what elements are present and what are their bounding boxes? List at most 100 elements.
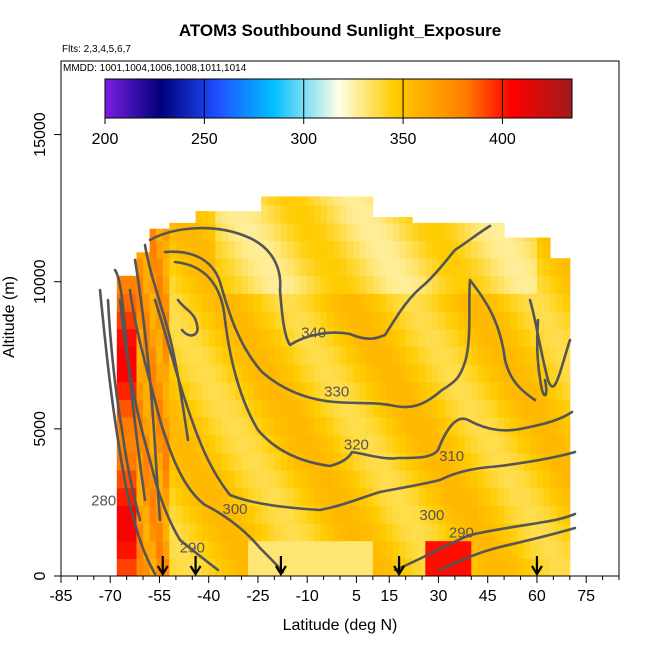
heatmap-cell [530,470,538,489]
heatmap-cell [300,417,308,436]
heatmap-cell [254,275,262,294]
heatmap-cell [202,240,210,259]
heatmap-cell [320,505,328,524]
heatmap-cell [536,240,544,259]
heatmap-cell [116,558,124,577]
heatmap-cell [195,364,203,383]
heatmap-cell [418,240,426,259]
heatmap-cell [353,399,361,418]
heatmap-cell [300,505,308,524]
heatmap-cell [287,470,295,489]
heatmap-cell [366,346,374,365]
heatmap-cell [412,311,420,330]
heatmap-cell [261,196,269,206]
heatmap-cell [241,211,249,224]
heatmap-cell [215,399,223,418]
heatmap-cell [523,434,531,453]
heatmap-cell [123,470,131,489]
heatmap-cell [471,417,479,436]
contour-label: 310 [439,448,464,465]
heatmap-cell [412,258,420,277]
heatmap-cell [123,399,131,418]
heatmap-cell [366,505,374,524]
heatmap-cell [123,364,131,383]
heatmap-cell [418,505,426,524]
heatmap-cell [445,505,453,524]
heatmap-cell [445,346,453,365]
heatmap-cell [340,399,348,418]
heatmap-cell [477,364,485,383]
heatmap-cell [189,293,197,312]
heatmap-cell [510,523,518,542]
heatmap-cell [215,540,223,559]
heatmap-cell [530,540,538,559]
heatmap-cell [366,470,374,489]
heatmap-cell [189,328,197,347]
heatmap-cell [267,417,275,436]
heatmap-cell [491,364,499,383]
heatmap-cell [359,311,367,330]
heatmap-cell [418,470,426,489]
heatmap-cell [510,364,518,383]
heatmap-cell [149,364,157,383]
heatmap-cell [235,558,243,577]
heatmap-cell [215,505,223,524]
heatmap-cell [267,381,275,400]
heatmap-cell [136,558,144,577]
heatmap-cell [445,540,453,559]
heatmap-cell [307,434,315,453]
heatmap-cell [464,240,472,259]
heatmap-cell [550,523,558,542]
heatmap-cell [248,311,256,330]
heatmap-cell [340,346,348,365]
heatmap-cell [353,258,361,277]
heatmap-cell [491,523,499,542]
heatmap-cell [359,196,367,206]
heatmap-cell [517,540,525,559]
heatmap-cell [195,540,203,559]
heatmap-cell [175,434,183,453]
heatmap-cell [274,417,282,436]
heatmap-cell [280,311,288,330]
heatmap-cell [346,487,354,506]
heatmap-cell [267,399,275,418]
heatmap-cell [359,381,367,400]
heatmap-cell [536,434,544,453]
heatmap-cell [366,364,374,383]
heatmap-cell [175,222,183,242]
heatmap-cell [563,399,571,418]
heatmap-cell [386,540,394,559]
heatmap-cell [149,293,157,312]
heatmap-cell [294,399,302,418]
heatmap-cell [504,505,512,524]
heatmap-cell [195,417,203,436]
heatmap-cell [392,487,400,506]
heatmap-cell [156,434,164,453]
heatmap-cell [149,228,157,241]
heatmap-cell [248,558,256,577]
x-tick-label: -10 [296,588,319,605]
heatmap-cell [294,240,302,259]
heatmap-cell [320,487,328,506]
heatmap-cell [471,505,479,524]
heatmap-cell [129,346,137,365]
heatmap-cell [326,434,334,453]
heatmap-cell [563,364,571,383]
heatmap-cell [379,505,387,524]
heatmap-cell [267,328,275,347]
heatmap-cell [530,258,538,277]
heatmap-cell [208,275,216,294]
heatmap-cell [235,293,243,312]
x-tick-label: -70 [99,588,122,605]
profile-markers [156,556,543,577]
heatmap-cell [287,258,295,277]
heatmap-cell [123,487,131,506]
heatmap-cell [280,328,288,347]
heatmap-cell [136,381,144,400]
heatmap-cell [169,275,177,294]
colorbar-tick-label: 300 [290,131,317,148]
heatmap-cell [235,505,243,524]
heatmap-cell [156,417,164,436]
heatmap-cell [405,505,413,524]
heatmap-cell [346,364,354,383]
